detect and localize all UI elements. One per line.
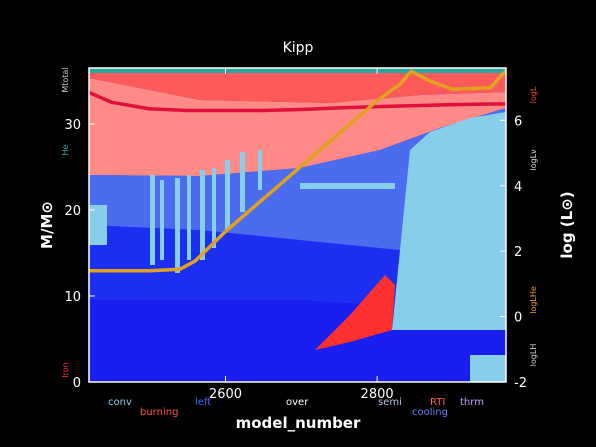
left-legend-label: Iron: [61, 362, 70, 377]
bottom-legend-label: RTI: [430, 397, 445, 408]
y-axis-right-label: log (L⊙): [558, 191, 576, 258]
envelope-top-band: [89, 68, 506, 103]
left-edge-mixing: [89, 205, 107, 245]
plot-area: [89, 68, 506, 382]
upper-mixing-band: [89, 108, 506, 250]
convective-zone: [392, 112, 506, 330]
series-line-logL: [89, 90, 506, 113]
right-legend-label: logL: [529, 86, 538, 103]
series-line-logLHe: [89, 69, 506, 273]
chart-title: Kipp: [283, 40, 314, 56]
left-legend-label: He: [61, 144, 70, 155]
y-left-tick-label: 0: [73, 376, 81, 391]
x-tick-label: 2800: [361, 387, 394, 402]
y-right-tick-label: 4: [514, 180, 522, 195]
bottom-legend-label: cooling: [412, 407, 448, 418]
burning-tongue: [315, 275, 395, 350]
right-legend-label: logLν: [529, 149, 538, 171]
x-axis-label: model_number: [236, 414, 361, 432]
bottom-legend-label: conv: [108, 397, 132, 408]
y-right-tick-label: 0: [514, 311, 522, 326]
y-right-tick-label: 2: [514, 245, 522, 260]
y-right-tick-label: -2: [514, 376, 527, 391]
bottom-legend-label: left: [195, 397, 211, 408]
y-axis-left-label: M/M⊙: [38, 201, 56, 249]
bottom-right-mixing: [470, 355, 506, 382]
bottom-legend-label: semi: [378, 397, 402, 408]
left-legend-label: Mtotal: [61, 67, 70, 92]
x-tick-label: 2600: [209, 387, 242, 402]
bottom-legend-label: thrm: [460, 397, 484, 408]
right-legend-label: logLH: [529, 344, 538, 367]
y-left-tick-label: 30: [64, 118, 81, 133]
envelope-burning-region: [89, 78, 506, 176]
total-mass-band: [89, 68, 506, 73]
bottom-legend-label: burning: [140, 407, 178, 418]
right-legend-label: logLHe: [529, 286, 538, 314]
y-left-tick-label: 10: [64, 290, 81, 305]
convective-stripe: [300, 183, 395, 189]
y-right-tick-label: 6: [514, 114, 522, 129]
plot-frame: [88, 67, 507, 383]
y-left-tick-label: 20: [64, 204, 81, 219]
bottom-legend-label: over: [286, 397, 309, 408]
convective-spikes: [150, 150, 262, 273]
